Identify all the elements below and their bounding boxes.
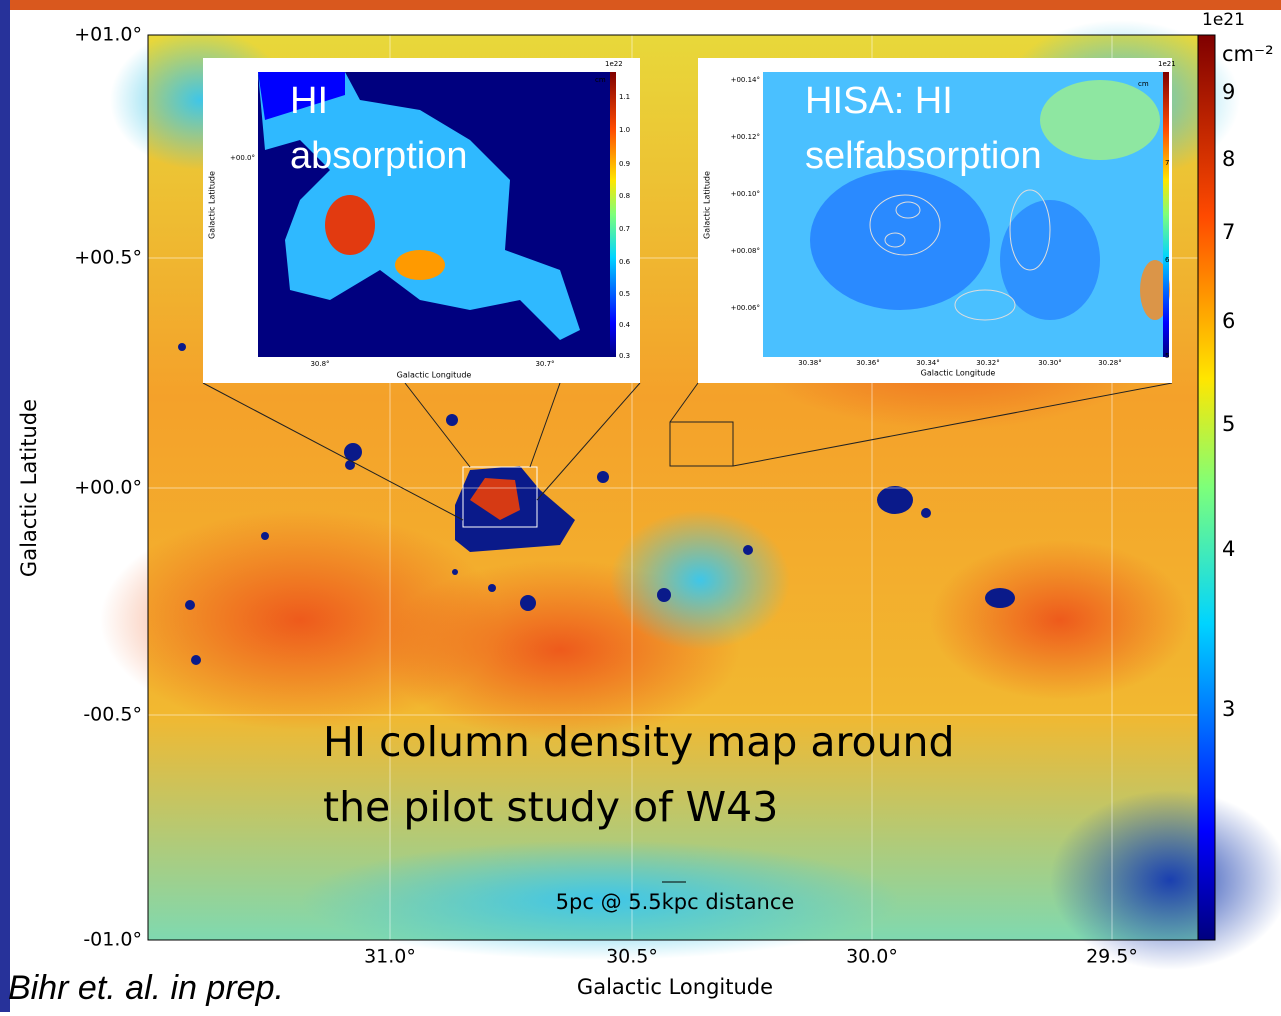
heat-region — [930, 540, 1190, 700]
inset-x-tick: 30.7° — [535, 360, 554, 368]
inset-cbar-tick: 1.0 — [619, 126, 630, 134]
inset-absorption-region — [1000, 200, 1100, 320]
inset-cbar-tick: 0.8 — [619, 192, 630, 200]
inset-contours — [869, 189, 1051, 321]
inset-label: HI — [290, 80, 328, 122]
inset-cbar-tick: 0.6 — [619, 258, 631, 266]
annotation: HI column density map around — [323, 718, 955, 766]
inset-colorbar — [1163, 72, 1169, 357]
left-border — [0, 0, 10, 1012]
y-tick-label: -01.0° — [83, 929, 142, 951]
inset-y-tick: +00.0° — [230, 154, 255, 162]
colorbar-tick-label: 5 — [1222, 412, 1235, 436]
cool-region — [1050, 790, 1281, 970]
inset-y-tick: +00.12° — [731, 133, 760, 141]
y-ticks: +01.0° +00.5° +00.0° -00.5° -01.0° — [74, 24, 142, 951]
inset-y-tick: +00.14° — [731, 76, 760, 84]
colorbar-tick-label: 6 — [1222, 309, 1235, 333]
inset-x-tick: 30.8° — [310, 360, 329, 368]
inset-absorption-region — [810, 170, 990, 310]
colorbar-multiplier: 1e21 — [1202, 10, 1245, 30]
inset-y-tick: +00.10° — [731, 190, 760, 198]
inset-peak — [395, 250, 445, 280]
colorbar-tick-label: 7 — [1222, 220, 1235, 244]
inset-colorbar — [610, 72, 616, 357]
inset-emission-region — [1140, 260, 1170, 320]
inset-cbar-tick: 0.4 — [619, 321, 631, 329]
inset-label: selfabsorption — [805, 135, 1042, 177]
inset-cbar-multiplier: 1e21 — [1158, 60, 1176, 68]
inset-x-tick: 30.38° — [798, 359, 822, 367]
colorbar-scale — [1197, 34, 1216, 941]
x-tick-label: 30.0° — [846, 946, 898, 968]
top-border — [0, 0, 1281, 10]
colorbar-tick-label: 3 — [1222, 697, 1235, 721]
inset-y-label: Galactic Latitude — [208, 171, 217, 239]
inset-emission — [258, 72, 580, 340]
x-axis-label: Galactic Longitude — [577, 975, 773, 999]
inset-peak — [325, 195, 375, 255]
colorbar-tick-label: 9 — [1222, 80, 1235, 104]
colorbar-tick-label: 4 — [1222, 537, 1235, 561]
y-tick-label: +01.0° — [74, 24, 142, 46]
colorbar-unit: cm⁻² — [1222, 42, 1274, 66]
inset-hisa: 1e21 cm 7 6 5 +00.14° +00.12° +00.10° +0… — [698, 58, 1176, 383]
inset-cbar-tick: 0.9 — [619, 160, 630, 168]
inset-x-label: Galactic Longitude — [921, 369, 996, 378]
inset-x-tick: 30.36° — [856, 359, 880, 367]
inset-x-label: Galactic Longitude — [397, 371, 472, 380]
cool-region — [300, 840, 900, 960]
inset-y-tick: +00.08° — [731, 247, 760, 255]
inset-cbar-unit: cm — [1138, 80, 1149, 88]
y-tick-label: +00.5° — [74, 247, 142, 269]
cool-region — [610, 510, 790, 650]
inset-y-label: Galactic Latitude — [703, 171, 712, 239]
inset-label: absorption — [290, 135, 467, 177]
x-tick-label: 29.5° — [1086, 946, 1138, 968]
x-ticks: 31.0° 30.5° 30.0° 29.5° — [364, 946, 1138, 968]
zoom-connectors — [202, 382, 1173, 528]
inset-emission-region — [1040, 80, 1160, 160]
inset-x-tick: 30.30° — [1038, 359, 1062, 367]
x-tick-label: 31.0° — [364, 946, 416, 968]
inset-cbar-tick: 5 — [1165, 352, 1169, 360]
inset-cbar-tick: 0.3 — [619, 352, 630, 360]
inset-x-tick: 30.28° — [1098, 359, 1122, 367]
annotation: the pilot study of W43 — [323, 783, 778, 831]
x-tick-label: 30.5° — [606, 946, 658, 968]
y-tick-label: +00.0° — [74, 477, 142, 499]
inset-cbar-tick: 6 — [1165, 256, 1170, 264]
colorbar: 1e21 cm⁻² 9 8 7 6 5 4 3 — [1197, 10, 1274, 941]
inset-cbar-tick: 0.7 — [619, 225, 630, 233]
absorption-blobs — [178, 343, 1015, 665]
inset-absorption: 1e22 cm 1.1 1.0 0.9 0.8 0.7 0.6 0.5 0.4 … — [203, 58, 640, 383]
inset-cbar-unit: cm — [595, 76, 606, 84]
scale-bar-label: 5pc @ 5.5kpc distance — [556, 890, 795, 914]
y-tick-label: -00.5° — [83, 704, 142, 726]
inset-x-tick: 30.32° — [976, 359, 1000, 367]
inset-label: HISA: HI — [805, 80, 953, 122]
colorbar-tick-label: 8 — [1222, 147, 1235, 171]
inset-cbar-tick: 7 — [1165, 159, 1169, 167]
inset-cbar-tick: 0.5 — [619, 290, 630, 298]
inset-y-tick: +00.06° — [731, 304, 760, 312]
y-axis-label: Galactic Latitude — [17, 399, 41, 577]
inset-x-tick: 30.34° — [916, 359, 940, 367]
inset-cbar-multiplier: 1e22 — [605, 60, 623, 68]
inset-emission — [258, 72, 345, 120]
citation: Bihr et. al. in prep. — [8, 969, 284, 1007]
inset-cbar-tick: 1.1 — [619, 93, 630, 101]
